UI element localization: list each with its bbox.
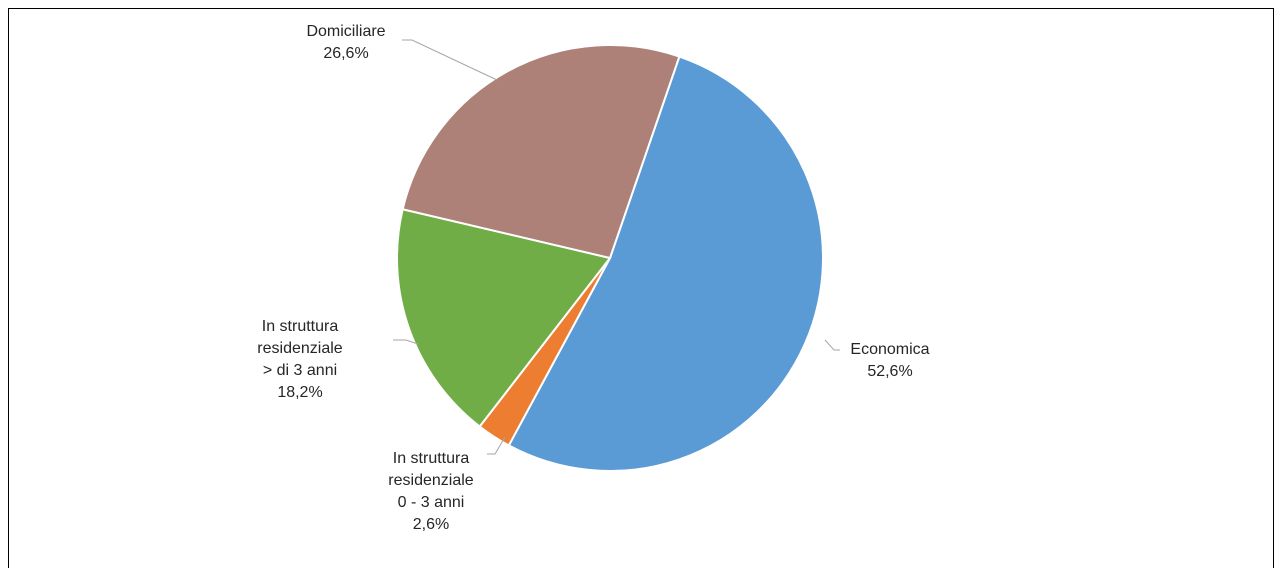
slice-category-label: 0 - 3 anni <box>398 494 465 511</box>
slice-category-label: In struttura <box>393 450 470 467</box>
slice-category-label: Domiciliare <box>306 23 385 40</box>
slice-category-label: residenziale <box>388 472 473 489</box>
slice-label-3: Domiciliare 26,6% <box>306 23 385 62</box>
leader-lines <box>393 39 840 455</box>
slice-category-label: In struttura <box>262 318 339 335</box>
slice-value-label: 52,6% <box>867 363 912 380</box>
leader-line-3 <box>402 39 498 81</box>
leader-line-0 <box>824 339 840 351</box>
slice-label-1: In struttura residenziale 0 - 3 anni 2,6% <box>388 450 473 533</box>
pie-slices <box>396 44 824 472</box>
pie-slice-3 <box>401 44 681 260</box>
slice-category-label: residenziale <box>257 340 342 357</box>
pie-chart: Economica 52,6% In struttura residenziale 0 … <box>257 23 929 533</box>
slice-category-label: Economica <box>850 341 929 358</box>
slice-labels: Economica 52,6% In struttura residenziale 0 … <box>257 23 929 533</box>
leader-line-1 <box>487 436 506 455</box>
slice-value-label: 2,6% <box>413 516 449 533</box>
slice-category-label: > di 3 anni <box>263 362 337 379</box>
chart-frame <box>8 8 1274 568</box>
slice-value-label: 26,6% <box>323 45 368 62</box>
slice-value-label: 18,2% <box>277 384 322 401</box>
leader-line-2 <box>393 339 419 345</box>
slice-label-2: In struttura residenziale > di 3 anni 18,2% <box>257 318 342 401</box>
slice-label-0: Economica 52,6% <box>850 341 929 380</box>
pie-slice-2 <box>396 208 612 428</box>
pie-slice-0 <box>507 55 824 472</box>
